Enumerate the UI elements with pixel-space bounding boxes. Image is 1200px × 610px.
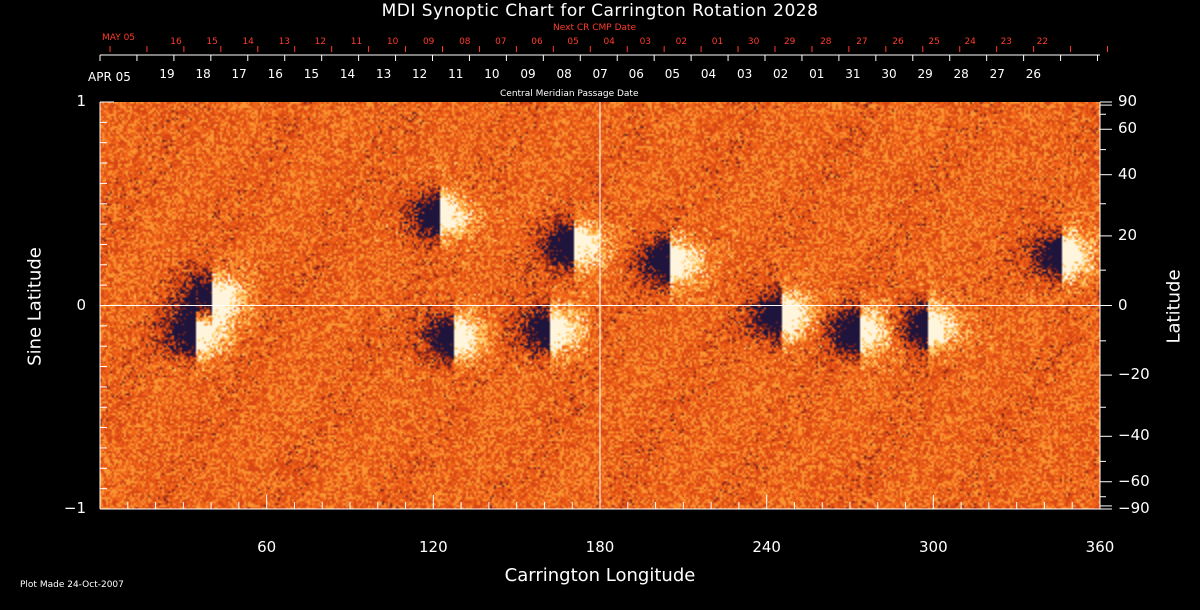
- next-cmp-day-label: 13: [278, 37, 291, 47]
- cmp-day-label: 02: [773, 67, 789, 81]
- next-cmp-day-label: 24: [964, 37, 976, 47]
- y-left-tick-label: −1: [63, 499, 86, 517]
- y-left-axis-label: Sine Latitude: [24, 247, 46, 366]
- next-cmp-day-label: 16: [170, 37, 182, 47]
- cmp-day-label: 15: [303, 67, 320, 81]
- x-tick-label: 240: [752, 538, 781, 556]
- y-right-tick-label: −40: [1118, 426, 1150, 445]
- cmp-day-label: 31: [845, 67, 861, 81]
- next-cmp-day-label: 04: [603, 37, 615, 47]
- x-tick-label: 120: [419, 538, 448, 556]
- next-cmp-day-label: 22: [1036, 37, 1049, 47]
- cmp-day-label: 30: [881, 67, 897, 81]
- cmp-day-label: 29: [917, 67, 933, 81]
- next-cmp-day-label: 01: [711, 37, 724, 47]
- cmp-day-label: 09: [520, 67, 536, 81]
- next-cmp-day-label: 23: [1000, 37, 1013, 47]
- cmp-day-label: 27: [989, 67, 1005, 81]
- cmp-start-label: APR 05: [88, 70, 131, 84]
- y-right-tick-label: 40: [1118, 164, 1138, 183]
- cmp-day-label: 19: [159, 67, 175, 81]
- next-cmp-day-label: 05: [567, 37, 579, 47]
- cmp-day-label: 28: [953, 67, 969, 81]
- cmp-day-label: 07: [592, 67, 608, 81]
- next-cmp-day-label: 25: [928, 37, 940, 47]
- next-cmp-day-label: 07: [495, 37, 507, 47]
- x-axis-label: Carrington Longitude: [504, 565, 696, 586]
- y-right-tick-label: −60: [1118, 471, 1150, 490]
- y-right-tick-label: 0: [1118, 295, 1128, 314]
- y-left-tick-label: 1: [76, 92, 86, 110]
- y-right-tick-label: 60: [1118, 119, 1138, 138]
- cmp-day-label: 26: [1025, 67, 1042, 81]
- next-cmp-start-label: MAY 05: [102, 33, 136, 43]
- next-cmp-day-label: 09: [422, 37, 435, 47]
- cmp-day-label: 04: [700, 67, 717, 81]
- next-cmp-day-label: 08: [459, 37, 471, 47]
- y-right-tick-label: −90: [1118, 499, 1150, 517]
- x-tick-label: 180: [585, 538, 615, 556]
- cmp-day-label: 05: [664, 67, 681, 81]
- cmp-day-label: 06: [628, 67, 644, 81]
- y-right-axis-label: Latitude: [1163, 269, 1185, 344]
- y-right-tick-label: −20: [1118, 365, 1150, 384]
- next-cmp-day-label: 28: [820, 37, 832, 47]
- cmp-day-label: 12: [412, 67, 428, 81]
- cmp-day-label: 13: [375, 67, 392, 81]
- next-cmp-day-label: 14: [242, 37, 254, 47]
- cmp-day-label: 01: [809, 67, 825, 81]
- next-cmp-day-label: 15: [206, 37, 218, 47]
- x-tick-label: 60: [257, 538, 277, 556]
- next-cmp-day-label: 12: [314, 37, 327, 47]
- cmp-day-label: 14: [339, 67, 356, 81]
- next-cmp-day-label: 02: [675, 37, 688, 47]
- cmp-day-label: 17: [231, 67, 247, 81]
- next-cmp-day-label: 27: [856, 37, 868, 47]
- axes-group: [99, 46, 1112, 510]
- x-tick-label: 360: [1085, 538, 1115, 556]
- next-cmp-axis-label: Next CR CMP Date: [553, 23, 637, 33]
- y-right-tick-label: 90: [1118, 92, 1138, 110]
- next-cmp-day-label: 29: [783, 37, 796, 47]
- x-tick-label: 300: [919, 538, 948, 556]
- next-cmp-day-label: 26: [892, 37, 904, 47]
- cmp-day-label: 18: [195, 67, 211, 81]
- cmp-day-label: 03: [736, 67, 753, 81]
- y-right-tick-label: 20: [1118, 225, 1138, 244]
- cmp-day-label: 10: [484, 67, 500, 81]
- next-cmp-day-label: 03: [639, 37, 652, 47]
- next-cmp-day-label: 30: [747, 37, 760, 47]
- next-cmp-day-label: 06: [531, 37, 543, 47]
- cmp-day-label: 11: [448, 67, 464, 81]
- y-left-tick-label: 0: [76, 295, 86, 314]
- chart-title: MDI Synoptic Chart for Carrington Rotati…: [381, 1, 819, 21]
- cmp-day-label: 08: [556, 67, 572, 81]
- cmp-axis-label: Central Meridian Passage Date: [500, 89, 639, 99]
- plot-made-note: Plot Made 24-Oct-2007: [20, 580, 124, 590]
- cmp-day-label: 16: [267, 67, 283, 81]
- next-cmp-day-label: 11: [350, 37, 363, 47]
- next-cmp-day-label: 10: [386, 37, 399, 47]
